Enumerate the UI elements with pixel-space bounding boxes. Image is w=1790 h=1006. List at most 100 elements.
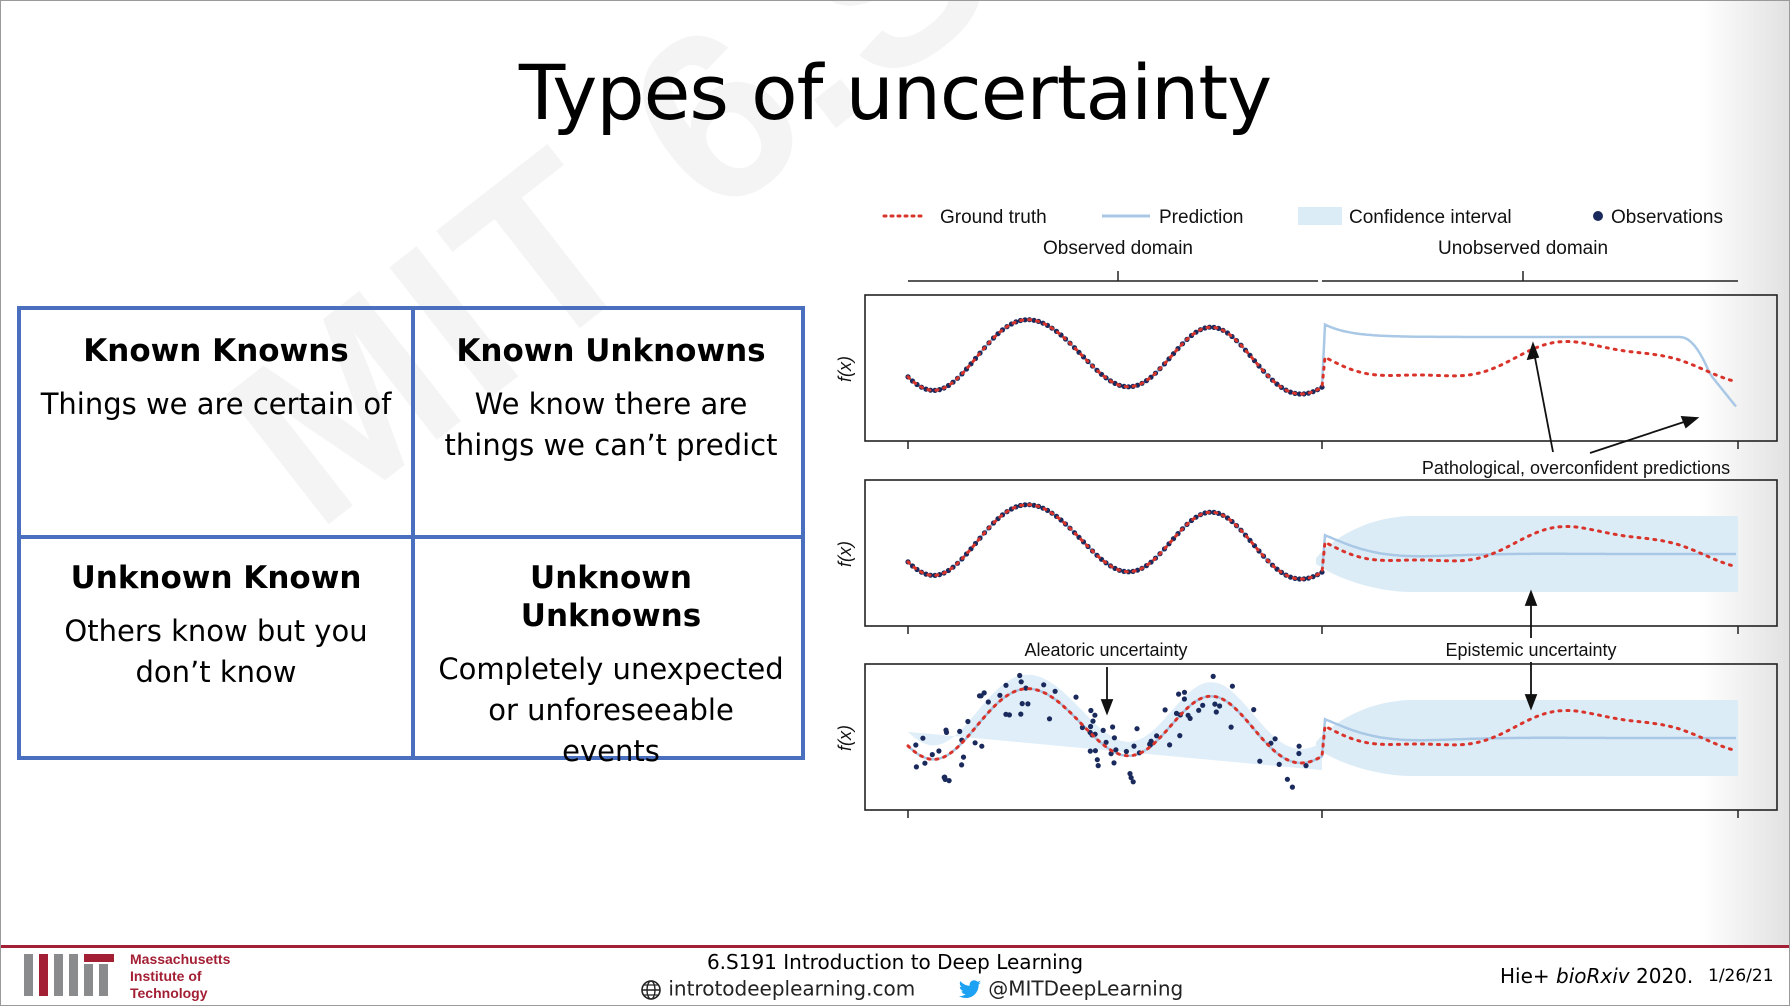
- grid-divider-horizontal: [21, 535, 801, 539]
- observation-point: [1187, 715, 1193, 722]
- uncertainty-figure: Ground truth Prediction Confidence inter…: [820, 195, 1790, 835]
- observation-point: [1123, 748, 1129, 755]
- legend-observations-label: Observations: [1611, 207, 1723, 228]
- legend-confidence-swatch: [1298, 207, 1342, 225]
- observation-point: [941, 774, 947, 781]
- observation-point: [1251, 707, 1257, 713]
- quadrant-body: Others know but you don’t know: [64, 614, 368, 689]
- quadrant-heading: Known Unknowns: [456, 333, 766, 369]
- observation-point: [1181, 696, 1187, 702]
- unobserved-domain-label: Unobserved domain: [1438, 238, 1608, 259]
- plot-frame: [864, 663, 1778, 811]
- uncertainty-quadrant-grid: Known Knowns Things we are certain of Kn…: [17, 306, 805, 768]
- observation-point: [1092, 748, 1098, 754]
- legend-observations-swatch: [1593, 211, 1603, 221]
- observation-point: [1087, 748, 1093, 754]
- observation-point: [957, 728, 963, 735]
- observation-point: [1131, 743, 1137, 749]
- legend-ground-truth-label: Ground truth: [940, 207, 1047, 228]
- website-link[interactable]: introtodeeplearning.com: [668, 976, 916, 1001]
- domain-bracket: Observed domain Unobserved domain: [908, 238, 1738, 282]
- observation-point: [965, 718, 971, 725]
- ground-truth-curve: [906, 687, 1738, 765]
- observation-point: [1111, 760, 1117, 766]
- legend-prediction-label: Prediction: [1159, 207, 1244, 228]
- observation-point: [1023, 685, 1029, 691]
- citation-venue: bioRxiv: [1556, 964, 1630, 988]
- observation-point: [959, 762, 965, 768]
- observation-point: [1284, 776, 1290, 782]
- observed-domain-label: Observed domain: [1043, 238, 1193, 259]
- observation-point: [1003, 682, 1009, 688]
- footer-links: introtodeeplearning.com @MITDeepLearning: [640, 975, 1183, 1001]
- citation-author: Hie+: [1500, 964, 1550, 988]
- observation-point: [922, 760, 928, 766]
- observation-point: [972, 740, 978, 746]
- quadrant-body: Things we are certain of: [40, 387, 392, 421]
- institution-line: Institute of: [130, 968, 202, 984]
- observation-point: [1296, 750, 1302, 757]
- observation-point: [1092, 712, 1098, 718]
- observation-point: [1100, 727, 1106, 734]
- observation-point: [1090, 718, 1096, 724]
- observation-point: [920, 735, 926, 741]
- slide-title: Types of uncertainty: [518, 48, 1272, 137]
- observation-point: [1111, 735, 1117, 741]
- quadrant-heading: Unknown Unknowns: [520, 560, 702, 634]
- quadrant-body: We know there are things we can’t predic…: [444, 387, 778, 462]
- observation-point: [1041, 682, 1047, 688]
- citation-year: 2020.: [1636, 964, 1694, 988]
- observation-point: [1162, 707, 1168, 713]
- prediction-curve: [907, 318, 1737, 408]
- observation-point: [913, 764, 919, 770]
- arrow-pathological-left: [1532, 346, 1554, 453]
- observation-point: [1073, 694, 1079, 700]
- quadrant-body: Completely unexpected or unforeseeable e…: [438, 652, 784, 768]
- observation-point: [1272, 736, 1278, 742]
- figure-legend: Ground truth Prediction Confidence inter…: [882, 207, 1723, 228]
- observation-point: [1212, 701, 1218, 707]
- course-title: 6.S191 Introduction to Deep Learning: [706, 950, 1084, 974]
- quadrant-unknown-known: Unknown Known Others know but you don’t …: [21, 559, 411, 693]
- observation-point: [1103, 739, 1109, 745]
- observation-point: [1088, 707, 1094, 714]
- quadrant-heading: Unknown Known: [70, 560, 362, 596]
- quadrant-known-knowns: Known Knowns Things we are certain of: [21, 332, 411, 425]
- observation-point: [1134, 726, 1140, 732]
- observation-point: [1025, 701, 1031, 707]
- observation-point: [1196, 707, 1202, 713]
- observation-point: [1177, 733, 1183, 739]
- plot-frame: [864, 479, 1778, 627]
- uncertainty-figure-svg: Ground truth Prediction Confidence inter…: [835, 207, 1778, 818]
- ground-truth-curve: [906, 503, 1738, 581]
- twitter-handle-link[interactable]: @MITDeepLearning: [988, 976, 1184, 1001]
- twitter-bird-icon: [958, 977, 988, 1001]
- observation-point: [1257, 758, 1263, 764]
- observation-point: [1154, 733, 1160, 739]
- observation-point: [1018, 711, 1024, 717]
- observation-point: [1276, 761, 1282, 768]
- observation-point: [1110, 724, 1116, 730]
- observation-point: [1200, 702, 1206, 708]
- epistemic-annotation: Epistemic uncertainty: [1445, 640, 1616, 660]
- slide-date: 1/26/21: [1708, 966, 1774, 986]
- aleatoric-annotation: Aleatoric uncertainty: [1024, 640, 1187, 660]
- plot-frame: [864, 294, 1778, 442]
- quadrant-unknown-unknowns: Unknown Unknowns Completely unexpected o…: [415, 559, 807, 772]
- institution-line: Technology: [130, 985, 208, 1001]
- observation-point: [1303, 763, 1309, 769]
- observation-point: [1017, 672, 1023, 679]
- observation-point: [1095, 763, 1101, 769]
- figure-annotations: Pathological, overconfident predictions …: [1024, 341, 1730, 716]
- observation-point: [1176, 691, 1182, 697]
- observation-point: [943, 729, 950, 736]
- observation-point: [1019, 701, 1025, 707]
- observation-point: [1127, 771, 1133, 777]
- y-axis-label: f(x): [835, 356, 855, 382]
- observation-point: [1094, 757, 1100, 763]
- observation-point: [1181, 689, 1188, 695]
- observation-point: [985, 699, 991, 705]
- observation-point: [1210, 673, 1216, 679]
- arrow-pathological-right: [1589, 418, 1694, 454]
